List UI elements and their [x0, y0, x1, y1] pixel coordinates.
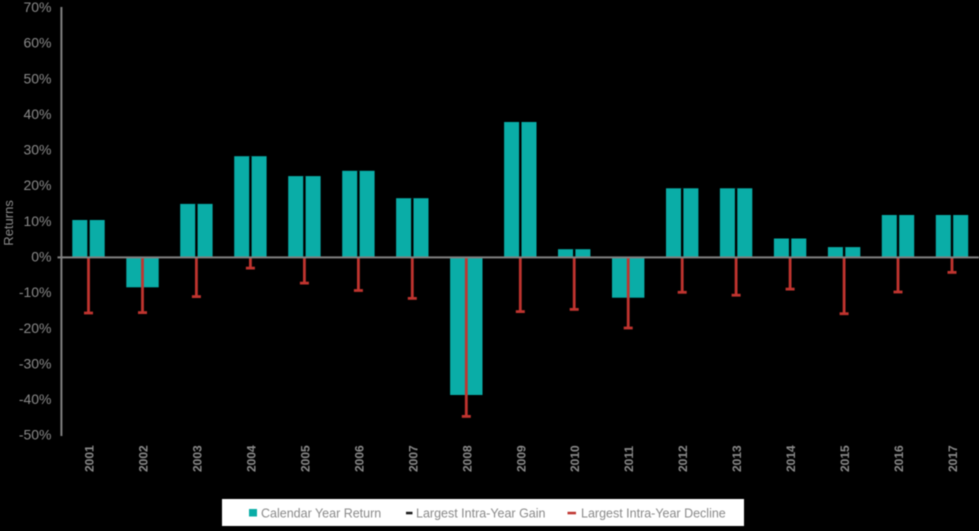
svg-text:2011: 2011: [622, 446, 636, 472]
svg-text:Calendar Year Return: Calendar Year Return: [261, 507, 381, 521]
svg-text:Largest Intra-Year Gain: Largest Intra-Year Gain: [416, 507, 546, 521]
svg-text:2001: 2001: [83, 445, 97, 472]
svg-text:50%: 50%: [23, 70, 51, 86]
svg-text:2013: 2013: [730, 445, 744, 472]
svg-text:2007: 2007: [406, 445, 420, 472]
svg-text:-40%: -40%: [19, 391, 52, 407]
svg-text:2005: 2005: [298, 445, 312, 472]
svg-text:2006: 2006: [352, 445, 366, 472]
svg-text:0%: 0%: [31, 249, 51, 265]
svg-text:Largest Intra-Year Decline: Largest Intra-Year Decline: [581, 507, 726, 521]
svg-text:2002: 2002: [137, 445, 151, 472]
svg-text:-20%: -20%: [19, 320, 52, 336]
svg-text:2004: 2004: [244, 445, 258, 472]
svg-text:30%: 30%: [23, 142, 51, 158]
svg-text:10%: 10%: [23, 213, 51, 229]
svg-text:2016: 2016: [892, 445, 906, 472]
svg-text:-30%: -30%: [19, 355, 52, 371]
svg-text:2012: 2012: [676, 445, 690, 472]
svg-text:2010: 2010: [568, 445, 582, 472]
svg-text:2009: 2009: [514, 445, 528, 472]
svg-text:60%: 60%: [23, 35, 51, 51]
svg-text:2017: 2017: [946, 445, 960, 472]
svg-text:Returns: Returns: [1, 200, 16, 246]
svg-text:2008: 2008: [460, 445, 474, 472]
svg-text:2003: 2003: [190, 445, 204, 472]
svg-text:2014: 2014: [784, 445, 798, 472]
svg-text:40%: 40%: [23, 106, 51, 122]
svg-text:-50%: -50%: [19, 427, 52, 443]
svg-text:70%: 70%: [23, 0, 51, 15]
svg-text:20%: 20%: [23, 177, 51, 193]
svg-text:-10%: -10%: [19, 284, 52, 300]
svg-text:2015: 2015: [838, 445, 852, 472]
